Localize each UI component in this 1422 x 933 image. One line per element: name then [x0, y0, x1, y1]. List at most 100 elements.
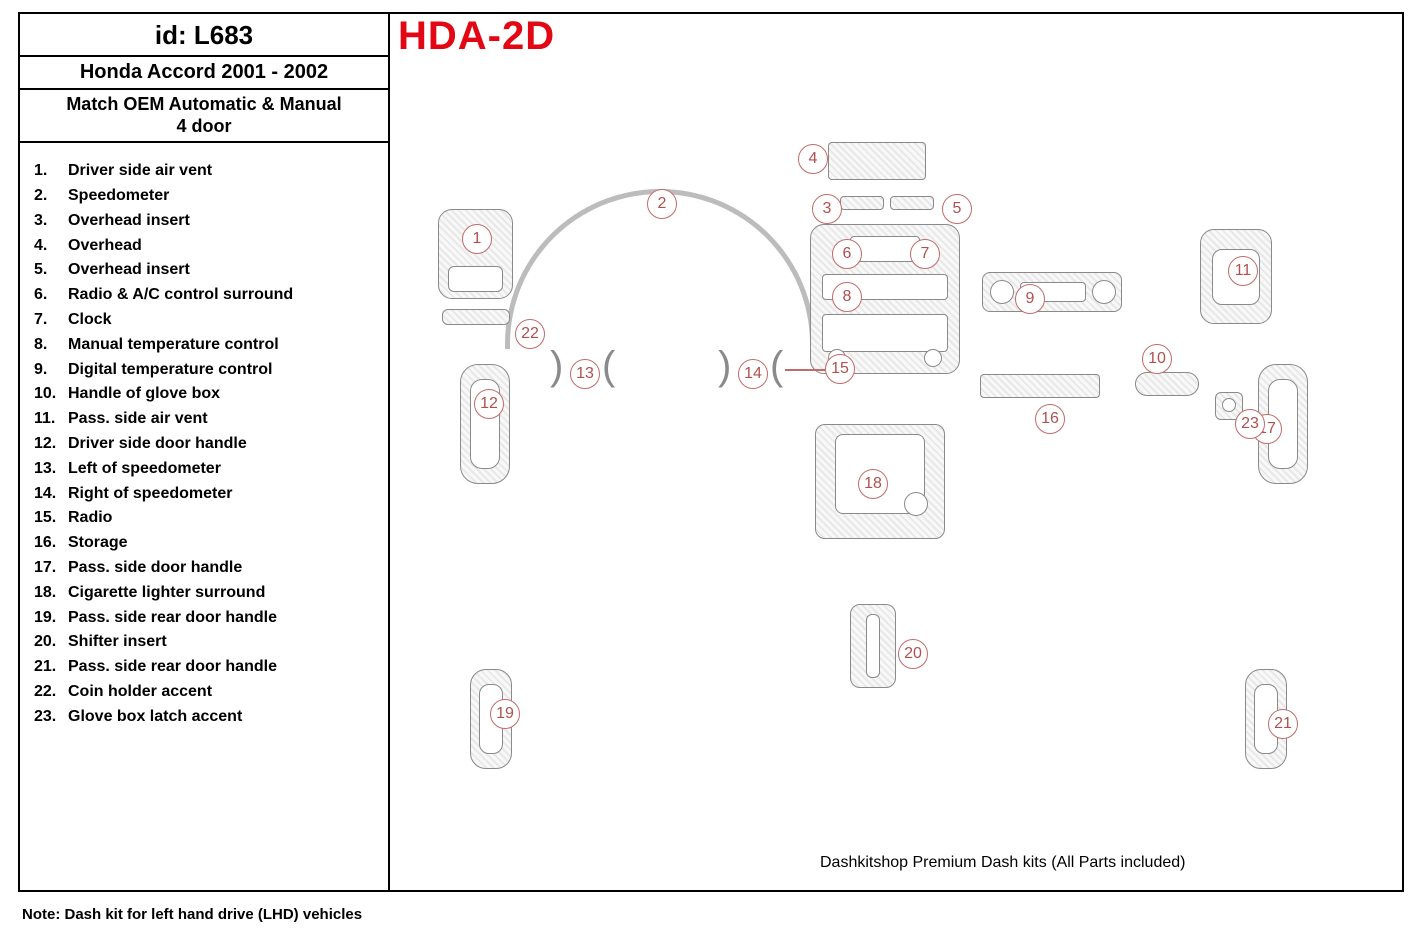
parts-list-row: 20.Shifter insert — [34, 630, 374, 655]
spec-row: Match OEM Automatic & Manual 4 door — [20, 90, 388, 141]
part-number: 15. — [34, 506, 68, 531]
parts-list-row: 7.Clock — [34, 308, 374, 333]
leader-line — [785, 369, 825, 371]
parts-list-row: 17.Pass. side door handle — [34, 556, 374, 581]
parts-list-row: 13.Left of speedometer — [34, 457, 374, 482]
callout-13: 13 — [570, 359, 600, 389]
id-row: id: L683 — [20, 14, 388, 57]
part-label: Shifter insert — [68, 630, 374, 655]
parts-list-row: 12.Driver side door handle — [34, 432, 374, 457]
part-label: Left of speedometer — [68, 457, 374, 482]
part-number: 14. — [34, 482, 68, 507]
bracket-glyph: ( — [602, 344, 615, 389]
part-number: 8. — [34, 333, 68, 358]
parts-list-row: 18.Cigarette lighter surround — [34, 581, 374, 606]
part-label: Pass. side door handle — [68, 556, 374, 581]
parts-list-row: 16.Storage — [34, 531, 374, 556]
callout-5: 5 — [942, 194, 972, 224]
callout-15: 15 — [825, 354, 855, 384]
part-label: Pass. side rear door handle — [68, 655, 374, 680]
part-shape-storage-16 — [980, 374, 1100, 398]
part-shape-temp-9-hole2 — [1092, 280, 1116, 304]
footnote: Note: Dash kit for left hand drive (LHD)… — [22, 906, 362, 923]
part-shape-insert-5 — [890, 196, 934, 210]
parts-list-row: 19.Pass. side rear door handle — [34, 606, 374, 631]
callout-1: 1 — [462, 224, 492, 254]
callout-10: 10 — [1142, 344, 1172, 374]
part-label: Overhead insert — [68, 209, 374, 234]
part-label: Driver side air vent — [68, 159, 374, 184]
callout-2: 2 — [647, 189, 677, 219]
vehicle-row: Honda Accord 2001 - 2002 — [20, 57, 388, 90]
part-number: 16. — [34, 531, 68, 556]
callout-16: 16 — [1035, 404, 1065, 434]
part-number: 17. — [34, 556, 68, 581]
parts-list-row: 8.Manual temperature control — [34, 333, 374, 358]
part-label: Manual temperature control — [68, 333, 374, 358]
parts-list-row: 3.Overhead insert — [34, 209, 374, 234]
callout-4: 4 — [798, 144, 828, 174]
part-label: Pass. side rear door handle — [68, 606, 374, 631]
parts-list-row: 15.Radio — [34, 506, 374, 531]
part-label: Right of speedometer — [68, 482, 374, 507]
part-number: 13. — [34, 457, 68, 482]
callout-3: 3 — [812, 194, 842, 224]
part-number: 7. — [34, 308, 68, 333]
part-number: 21. — [34, 655, 68, 680]
legend-panel: id: L683 Honda Accord 2001 - 2002 Match … — [20, 14, 390, 890]
part-shape-insert-3 — [840, 196, 884, 210]
parts-list-row: 21.Pass. side rear door handle — [34, 655, 374, 680]
part-label: Driver side door handle — [68, 432, 374, 457]
diagram-panel: HDA-2D )()(12345678910111213141516171819… — [390, 14, 1402, 890]
callout-22: 22 — [515, 319, 545, 349]
callout-12: 12 — [474, 389, 504, 419]
part-label: Glove box latch accent — [68, 705, 374, 730]
document-frame: id: L683 Honda Accord 2001 - 2002 Match … — [18, 12, 1404, 892]
part-shape-vent-1-inner — [448, 266, 503, 292]
part-shape-overhead-4 — [828, 142, 926, 180]
part-shape-center-slot3 — [822, 314, 948, 352]
part-shape-radio-knob-r — [924, 349, 942, 367]
part-label: Radio — [68, 506, 374, 531]
parts-list-row: 23.Glove box latch accent — [34, 705, 374, 730]
part-shape-latch-23-hole — [1222, 398, 1236, 412]
part-label: Handle of glove box — [68, 382, 374, 407]
bracket-glyph: ( — [770, 344, 783, 389]
callout-11: 11 — [1228, 256, 1258, 286]
callout-9: 9 — [1015, 284, 1045, 314]
part-number: 10. — [34, 382, 68, 407]
part-number: 4. — [34, 234, 68, 259]
part-label: Speedometer — [68, 184, 374, 209]
parts-list-row: 22.Coin holder accent — [34, 680, 374, 705]
parts-list-row: 2.Speedometer — [34, 184, 374, 209]
part-label: Storage — [68, 531, 374, 556]
parts-list-row: 4.Overhead — [34, 234, 374, 259]
part-number: 20. — [34, 630, 68, 655]
part-number: 2. — [34, 184, 68, 209]
callout-14: 14 — [738, 359, 768, 389]
parts-list-row: 11.Pass. side air vent — [34, 407, 374, 432]
diagram-footer: Dashkitshop Premium Dash kits (All Parts… — [820, 854, 1185, 872]
part-number: 12. — [34, 432, 68, 457]
parts-list: 1.Driver side air vent2.Speedometer3.Ove… — [20, 143, 388, 739]
parts-list-row: 1.Driver side air vent — [34, 159, 374, 184]
part-number: 1. — [34, 159, 68, 184]
part-label: Clock — [68, 308, 374, 333]
callout-7: 7 — [910, 239, 940, 269]
part-shape-lighter-18-hole — [904, 492, 928, 516]
callout-23: 23 — [1235, 409, 1265, 439]
part-number: 6. — [34, 283, 68, 308]
part-number: 19. — [34, 606, 68, 631]
part-number: 22. — [34, 680, 68, 705]
part-label: Overhead insert — [68, 258, 374, 283]
callout-18: 18 — [858, 469, 888, 499]
callout-19: 19 — [490, 699, 520, 729]
parts-list-row: 5.Overhead insert — [34, 258, 374, 283]
part-label: Cigarette lighter surround — [68, 581, 374, 606]
part-label: Coin holder accent — [68, 680, 374, 705]
parts-list-row: 9.Digital temperature control — [34, 358, 374, 383]
part-number: 9. — [34, 358, 68, 383]
part-shape-coin-22 — [442, 309, 510, 325]
sku-code: HDA-2D — [398, 14, 555, 59]
legend-header: id: L683 Honda Accord 2001 - 2002 Match … — [20, 14, 388, 143]
